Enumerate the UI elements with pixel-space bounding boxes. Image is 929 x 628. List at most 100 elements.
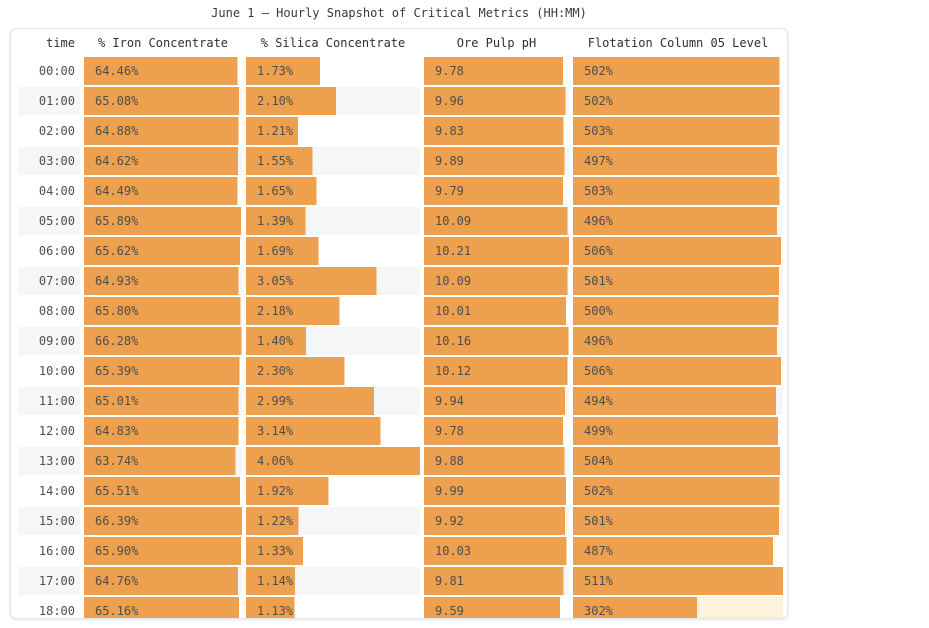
cell-bar-iron: 65.39% (84, 357, 242, 385)
cell-bar-iron: 65.62% (84, 237, 242, 265)
cell-bar-iron: 65.08% (84, 87, 242, 115)
cell-bar-iron: 64.46% (84, 57, 242, 85)
cell-bar-ph: 10.09 (424, 267, 569, 295)
cell-time: 14:00 (38, 484, 75, 498)
column-header-time: time (46, 36, 75, 50)
column-header-iron-concentrate: % Iron Concentrate (97, 36, 229, 50)
cell-bar-silica: 1.92% (246, 477, 420, 505)
cell-bar-iron: 66.28% (84, 327, 242, 355)
cell-bar-iron: 65.90% (84, 537, 242, 565)
cell-bar-silica: 1.73% (246, 57, 420, 85)
table-row: 17:00 64.76% 1.14% 9.81 511% (18, 567, 783, 595)
cell-time: 09:00 (18, 327, 80, 355)
cell-bar-silica: 2.10% (246, 87, 420, 115)
cell-bar-silica: 3.14% (246, 417, 420, 445)
cell-bar-level: 496% (573, 207, 783, 235)
cell-bar-ph: 10.12 (424, 357, 569, 385)
cell-bar-level: 506% (573, 357, 783, 385)
cell-bar-ph: 9.89 (424, 147, 569, 175)
cell-bar-iron: 64.49% (84, 177, 242, 205)
cell-bar-iron: 64.88% (84, 117, 242, 145)
metrics-table: time % Iron Concentrate % Silica Concent… (14, 29, 787, 618)
cell-bar-silica: 1.13% (246, 597, 420, 618)
cell-bar-level: 500% (573, 297, 783, 325)
cell-bar-silica: 1.22% (246, 507, 420, 535)
cell-bar-ph: 10.16 (424, 327, 569, 355)
cell-time: 00:00 (38, 64, 75, 78)
cell-bar-iron: 64.62% (84, 147, 242, 175)
cell-bar-ph: 9.83 (424, 117, 569, 145)
column-header-flotation-column-05-level: Flotation Column 05 Level (587, 36, 769, 50)
cell-bar-level: 502% (573, 477, 783, 505)
cell-bar-level: 496% (573, 327, 783, 355)
cell-bar-silica: 1.69% (246, 237, 420, 265)
cell-bar-level: 506% (573, 237, 783, 265)
table-row: 14:00 65.51% 1.92% 9.99 502% (18, 477, 783, 505)
cell-bar-ph: 9.78 (424, 417, 569, 445)
cell-bar-level: 502% (573, 87, 783, 115)
cell-bar-iron: 65.51% (84, 477, 242, 505)
table-row: 16:00 65.90% 1.33% 10.03 487% (18, 537, 783, 565)
cell-bar-iron: 65.80% (84, 297, 242, 325)
table-row: 02:00 64.88% 1.21% 9.83 503% (18, 117, 783, 145)
table-row: 09:00 66.28% 1.40% 10.16 496% (18, 327, 783, 355)
cell-bar-silica: 4.06% (246, 447, 420, 475)
cell-bar-iron: 65.01% (84, 387, 242, 415)
table-row: 06:00 65.62% 1.69% 10.21 506% (18, 237, 783, 265)
table-row: 08:00 65.80% 2.18% 10.01 500% (18, 297, 783, 325)
cell-bar-ph: 9.92 (424, 507, 569, 535)
cell-time: 05:00 (18, 207, 80, 235)
cell-time: 18:00 (38, 604, 75, 618)
cell-time: 13:00 (18, 447, 80, 475)
cell-bar-level: 503% (573, 117, 783, 145)
cell-bar-iron: 65.16% (84, 597, 242, 618)
cell-bar-iron: 65.89% (84, 207, 242, 235)
cell-bar-level: 501% (573, 507, 783, 535)
cell-time: 06:00 (38, 244, 75, 258)
cell-bar-level: 502% (573, 57, 783, 85)
cell-bar-ph: 9.88 (424, 447, 569, 475)
cell-bar-iron: 64.83% (84, 417, 242, 445)
cell-bar-silica: 3.05% (246, 267, 420, 295)
cell-bar-ph: 10.09 (424, 207, 569, 235)
cell-bar-silica: 1.33% (246, 537, 420, 565)
cell-bar-level: 497% (573, 147, 783, 175)
cell-bar-ph: 9.81 (424, 567, 569, 595)
cell-bar-silica: 1.55% (246, 147, 420, 175)
cell-time: 04:00 (38, 184, 75, 198)
cell-bar-iron: 66.39% (84, 507, 242, 535)
cell-bar-silica: 1.21% (246, 117, 420, 145)
table-row: 03:00 64.62% 1.55% 9.89 497% (18, 147, 783, 175)
cell-time: 02:00 (38, 124, 75, 138)
table-row: 04:00 64.49% 1.65% 9.79 503% (18, 177, 783, 205)
cell-time: 03:00 (18, 147, 80, 175)
cell-bar-level: 504% (573, 447, 783, 475)
cell-bar-silica: 2.99% (246, 387, 420, 415)
cell-bar-ph: 9.59 (424, 597, 569, 618)
cell-bar-ph: 10.21 (424, 237, 569, 265)
cell-time: 12:00 (38, 424, 75, 438)
table-row: 05:00 65.89% 1.39% 10.09 496% (18, 207, 783, 235)
table-row: 18:00 65.16% 1.13% 9.59 302% (18, 597, 783, 618)
cell-time: 11:00 (18, 387, 80, 415)
cell-bar-ph: 10.01 (424, 297, 569, 325)
cell-bar-silica: 1.39% (246, 207, 420, 235)
cell-bar-silica: 1.14% (246, 567, 420, 595)
column-header-ore-pulp-ph: Ore Pulp pH (456, 36, 537, 50)
cell-bar-level: 494% (573, 387, 783, 415)
table-row: 00:00 64.46% 1.73% 9.78 502% (18, 57, 783, 85)
cell-time: 10:00 (38, 364, 75, 378)
cell-bar-iron: 64.76% (84, 567, 242, 595)
cell-bar-ph: 9.94 (424, 387, 569, 415)
table-row: 15:00 66.39% 1.22% 9.92 501% (18, 507, 783, 535)
cell-bar-ph: 10.03 (424, 537, 569, 565)
cell-bar-iron: 63.74% (84, 447, 242, 475)
cell-time: 08:00 (38, 304, 75, 318)
cell-bar-level: 499% (573, 417, 783, 445)
cell-bar-level: 487% (573, 537, 783, 565)
table-body: 00:00 64.46% 1.73% 9.78 502% 01:00 65.08% 2.10%… (18, 57, 783, 618)
cell-time: 16:00 (38, 544, 75, 558)
cell-bar-ph: 9.96 (424, 87, 569, 115)
cell-bar-iron: 64.93% (84, 267, 242, 295)
